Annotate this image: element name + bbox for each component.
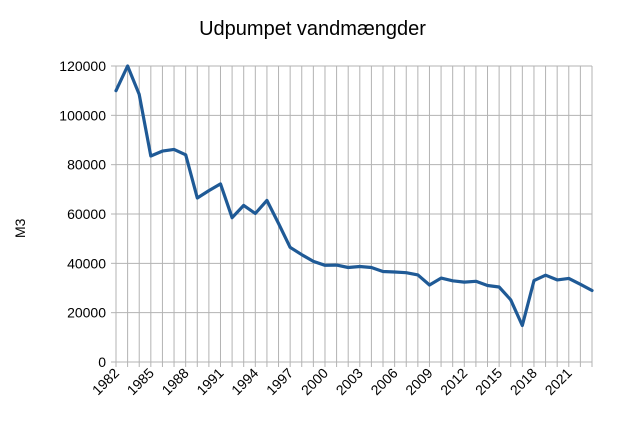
- y-tick-label: 60000: [67, 206, 106, 222]
- y-tick-label: 80000: [67, 157, 106, 173]
- x-tick-label: 2000: [298, 365, 331, 398]
- x-tick-label: 2012: [437, 365, 470, 398]
- chart-title: Udpumpet vandmængder: [199, 18, 426, 40]
- y-tick-label: 0: [98, 354, 106, 370]
- x-tick-label: 1982: [89, 365, 122, 398]
- series-line: [114, 64, 594, 328]
- x-tick-label: 1985: [124, 365, 157, 398]
- x-tick-label: 2021: [542, 365, 575, 398]
- x-tick-label: 1997: [263, 365, 296, 398]
- x-tick-label: 2003: [333, 365, 366, 398]
- y-tick-label: 120000: [59, 58, 106, 74]
- y-tick-label: 40000: [67, 255, 106, 271]
- x-tick-label: 2015: [472, 365, 505, 398]
- x-tick-label: 1994: [228, 365, 261, 398]
- x-tick-label: 1988: [158, 365, 191, 398]
- x-tick-label: 1991: [193, 365, 226, 398]
- x-tick-label: 2009: [402, 365, 435, 398]
- y-tick-label: 20000: [67, 305, 106, 321]
- x-tick-label: 2006: [367, 365, 400, 398]
- y-tick-label: 100000: [59, 107, 106, 123]
- x-tick-label: 2018: [507, 365, 540, 398]
